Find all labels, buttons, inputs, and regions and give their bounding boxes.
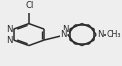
Text: N: N [60, 30, 67, 39]
Text: N: N [97, 30, 104, 39]
Text: N: N [62, 25, 69, 34]
Text: N: N [6, 25, 12, 34]
Text: N: N [6, 36, 12, 45]
Text: Cl: Cl [25, 1, 34, 10]
Text: CH₃: CH₃ [106, 30, 121, 39]
